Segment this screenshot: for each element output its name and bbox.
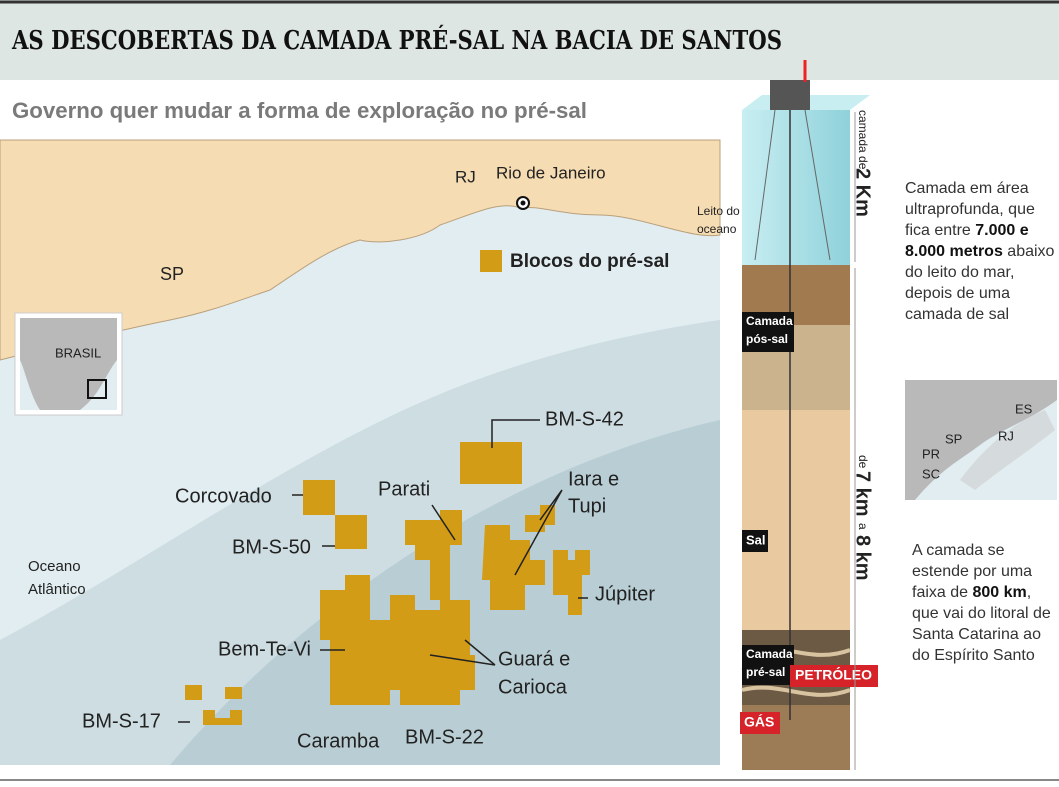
block-label: Guará e <box>498 648 570 670</box>
block <box>225 687 242 699</box>
seabed-label: oceano <box>697 222 737 236</box>
block <box>458 625 470 655</box>
block-label: Corcovado <box>175 485 272 507</box>
block <box>303 480 335 515</box>
block-label: BM-S-22 <box>405 726 484 748</box>
small-map-label: PR <box>922 446 940 461</box>
state-label: SP <box>160 264 184 284</box>
block <box>185 685 202 700</box>
city-marker-dot <box>521 201 526 206</box>
title: AS DESCOBERTAS DA CAMADA PRÉ-SAL NA BACI… <box>11 24 782 56</box>
note: Camada em área ultraprofunda, que fica e… <box>905 178 1055 325</box>
block-label: Bem-Te-Vi <box>218 638 311 660</box>
small-map-label: SP <box>945 431 962 446</box>
block-label: Caramba <box>297 730 380 752</box>
state-label: RJ <box>455 167 476 186</box>
depth-value: 7 km <box>852 471 874 517</box>
ocean-label: Atlântico <box>28 581 86 598</box>
small-map-label: SC <box>922 466 940 481</box>
gas-label: GÁS <box>744 714 774 730</box>
depth-value: 8 km <box>852 535 874 581</box>
page: {"header":{"title":"AS DESCOBERTAS DA CA… <box>0 0 1059 787</box>
salt-layer <box>742 410 850 630</box>
depth-word: a <box>856 523 870 530</box>
seabed-label: Leito do <box>697 204 740 218</box>
layer-label: Sal <box>746 532 766 547</box>
city-label: Rio de Janeiro <box>496 163 606 182</box>
water <box>742 110 850 265</box>
infographic: AS DESCOBERTAS DA CAMADA PRÉ-SAL NA BACI… <box>0 0 1059 787</box>
block-label: Parati <box>378 478 430 500</box>
note-bold: 800 km <box>973 584 1027 601</box>
legend-label: Blocos do pré-sal <box>510 251 669 272</box>
inset-label: BRASIL <box>55 345 101 360</box>
legend-swatch <box>480 250 502 272</box>
depth-prefix: camada de <box>856 110 870 170</box>
block-label: BM-S-50 <box>232 536 311 558</box>
block-label: Iara e <box>568 468 619 490</box>
block-label: BM-S-17 <box>82 710 161 732</box>
body: AS DESCOBERTAS DA CAMADA PRÉ-SAL NA BACI… <box>0 0 1059 787</box>
subtitle: Governo quer mudar a forma de exploração… <box>12 98 587 123</box>
block <box>335 515 367 549</box>
depth-value: 2 Km <box>852 168 874 217</box>
layer-label: pré-sal <box>746 665 785 679</box>
ocean-label: Oceano <box>28 558 81 575</box>
block-label: BM-S-42 <box>545 408 624 430</box>
graphic: AS DESCOBERTAS DA CAMADA PRÉ-SAL NA BACI… <box>0 0 1059 787</box>
depth-word: de <box>856 455 870 469</box>
layer-label: Camada <box>746 314 793 328</box>
block <box>460 442 522 484</box>
layer-label: pós-sal <box>746 332 788 346</box>
note: A camada se estende por uma faixa de 800… <box>912 540 1057 666</box>
block-label: Carioca <box>498 676 568 698</box>
oil-label: PETRÓLEO <box>795 666 872 683</box>
block-label: Júpiter <box>595 583 655 605</box>
layer-label: Camada <box>746 647 793 661</box>
small-map-label: ES <box>1015 401 1033 416</box>
block-label: Tupi <box>568 495 606 517</box>
small-map-label: RJ <box>998 428 1014 443</box>
platform <box>770 80 810 110</box>
